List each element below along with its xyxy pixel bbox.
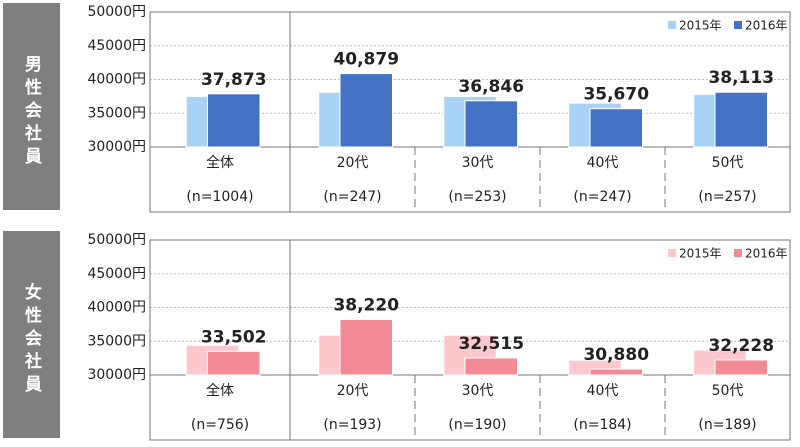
sample-size: (n=1004) [186, 189, 253, 205]
y-tick-label: 50000円 [87, 232, 146, 248]
bar [339, 319, 393, 376]
y-tick-label: 35000円 [87, 105, 146, 121]
value-label: 32,228 [708, 336, 774, 356]
legend-label: 2016年 [745, 19, 788, 33]
frame [149, 11, 791, 213]
value-label: 37,873 [201, 70, 267, 90]
y-tick-label: 40000円 [87, 300, 146, 316]
side-box [3, 3, 60, 210]
x-tick-label: 30代 [462, 155, 494, 171]
x-tick-label: 40代 [587, 383, 619, 399]
value-label: 38,220 [333, 296, 399, 316]
bar [339, 73, 393, 148]
y-tick-label: 40000円 [87, 72, 146, 88]
value-label: 32,515 [458, 334, 524, 354]
frame [149, 239, 791, 441]
y-tick-label: 35000円 [87, 333, 146, 349]
x-tick-label: 50代 [712, 155, 744, 171]
bar [464, 100, 518, 148]
legend-swatch [668, 21, 676, 29]
sample-size: (n=193) [323, 417, 381, 433]
legend-swatch [734, 249, 742, 257]
bar [464, 357, 518, 376]
value-label: 36,846 [458, 77, 524, 97]
bar [207, 93, 261, 148]
y-tick-label: 50000円 [87, 4, 146, 20]
bar [589, 368, 643, 376]
value-label: 30,880 [583, 345, 649, 365]
y-tick-label: 45000円 [87, 266, 146, 282]
x-tick-label: 50代 [712, 383, 744, 399]
x-tick-label: 20代 [337, 155, 369, 171]
x-tick-label: 40代 [587, 155, 619, 171]
bar [589, 108, 643, 148]
y-tick-label: 45000円 [87, 38, 146, 54]
side-label: 男性会社員 [21, 55, 43, 170]
sample-size: (n=257) [698, 189, 756, 205]
x-tick-label: 20代 [337, 383, 369, 399]
sample-size: (n=189) [698, 417, 756, 433]
side-box [3, 231, 60, 438]
sample-size: (n=253) [448, 189, 506, 205]
x-tick-label: 30代 [462, 383, 494, 399]
sample-size: (n=190) [448, 417, 506, 433]
side-label: 女性会社員 [21, 282, 43, 398]
x-tick-label: 全体 [206, 382, 234, 399]
value-label: 33,502 [201, 327, 267, 347]
value-label: 35,670 [583, 85, 649, 105]
value-label: 40,879 [333, 50, 399, 70]
sample-size: (n=756) [191, 417, 249, 433]
legend-swatch [668, 249, 676, 257]
x-tick-label: 全体 [206, 154, 234, 171]
y-tick-label: 30000円 [87, 139, 146, 155]
sample-size: (n=247) [573, 189, 631, 205]
bar [714, 359, 768, 376]
legend-swatch [734, 21, 742, 29]
legend-label: 2015年 [679, 247, 722, 261]
bar [714, 91, 768, 148]
y-tick-label: 30000円 [87, 367, 146, 383]
sample-size: (n=247) [323, 189, 381, 205]
legend-label: 2016年 [745, 247, 788, 261]
sample-size: (n=184) [573, 417, 631, 433]
value-label: 38,113 [708, 68, 774, 88]
bar [207, 350, 261, 376]
legend-label: 2015年 [679, 19, 722, 33]
